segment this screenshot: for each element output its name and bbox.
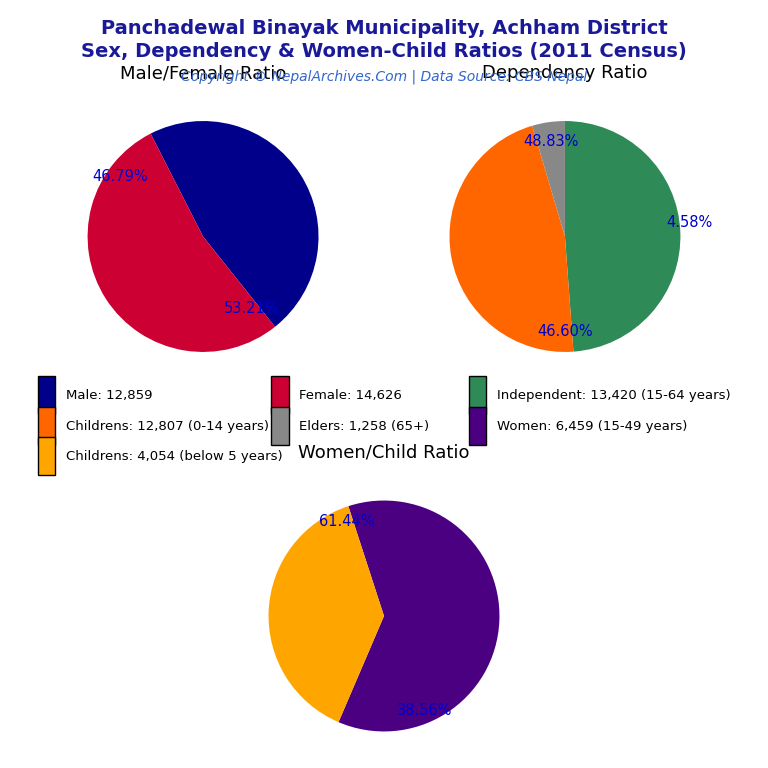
Wedge shape [88, 134, 275, 352]
Text: Childrens: 12,807 (0-14 years): Childrens: 12,807 (0-14 years) [66, 420, 269, 432]
Text: 46.60%: 46.60% [537, 323, 593, 339]
Text: Panchadewal Binayak Municipality, Achham District: Panchadewal Binayak Municipality, Achham… [101, 19, 667, 38]
Text: Independent: 13,420 (15-64 years): Independent: 13,420 (15-64 years) [497, 389, 730, 402]
Wedge shape [565, 121, 680, 352]
Text: Sex, Dependency & Women-Child Ratios (2011 Census): Sex, Dependency & Women-Child Ratios (20… [81, 42, 687, 61]
FancyBboxPatch shape [271, 376, 289, 415]
Title: Dependency Ratio: Dependency Ratio [482, 65, 647, 82]
Text: Elders: 1,258 (65+): Elders: 1,258 (65+) [300, 420, 429, 432]
Text: Male: 12,859: Male: 12,859 [66, 389, 153, 402]
Text: Women: 6,459 (15-49 years): Women: 6,459 (15-49 years) [497, 420, 687, 432]
Text: 61.44%: 61.44% [319, 514, 375, 529]
Text: 38.56%: 38.56% [397, 703, 452, 718]
Wedge shape [269, 506, 384, 722]
Text: Copyright © NepalArchives.Com | Data Source: CBS Nepal: Copyright © NepalArchives.Com | Data Sou… [181, 69, 587, 84]
Text: 48.83%: 48.83% [524, 134, 579, 149]
Title: Male/Female Ratio: Male/Female Ratio [120, 65, 286, 82]
Text: Childrens: 4,054 (below 5 years): Childrens: 4,054 (below 5 years) [66, 450, 283, 463]
Wedge shape [532, 121, 565, 237]
FancyBboxPatch shape [271, 407, 289, 445]
Text: 4.58%: 4.58% [667, 215, 713, 230]
FancyBboxPatch shape [38, 437, 55, 475]
FancyBboxPatch shape [38, 407, 55, 445]
Text: Female: 14,626: Female: 14,626 [300, 389, 402, 402]
FancyBboxPatch shape [38, 376, 55, 415]
Title: Women/Child Ratio: Women/Child Ratio [298, 444, 470, 462]
Wedge shape [449, 126, 574, 352]
Text: 46.79%: 46.79% [92, 169, 147, 184]
Wedge shape [151, 121, 319, 327]
FancyBboxPatch shape [468, 376, 486, 415]
Text: 53.21%: 53.21% [223, 300, 280, 316]
FancyBboxPatch shape [468, 407, 486, 445]
Wedge shape [339, 501, 499, 731]
